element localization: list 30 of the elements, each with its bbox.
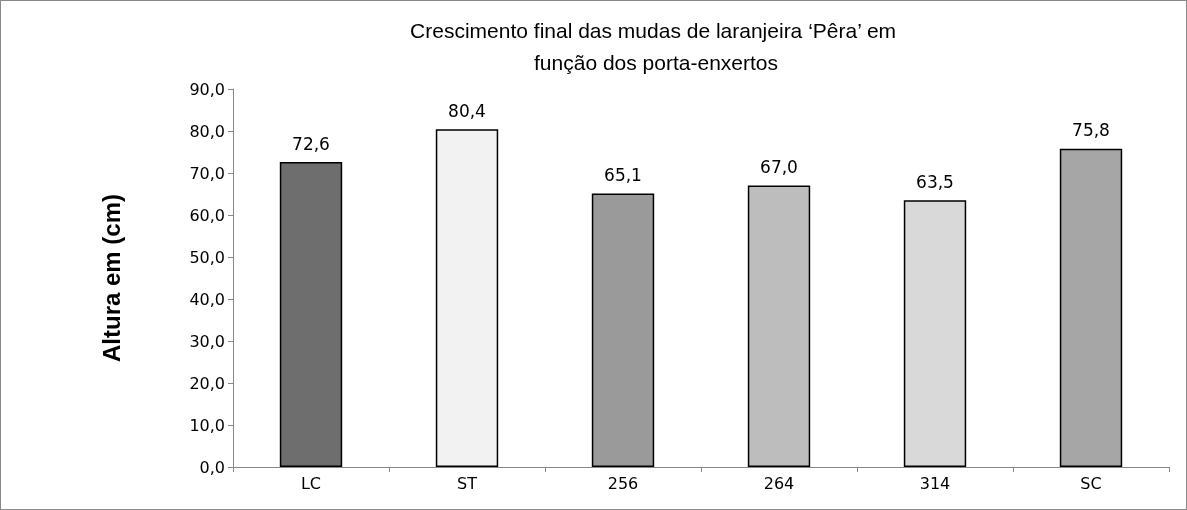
y-tick-label: 10,0 <box>189 415 225 435</box>
x-tick-label: 314 <box>919 473 951 493</box>
bar <box>279 162 343 467</box>
x-tick-label: ST <box>457 473 478 493</box>
y-tick-label: 30,0 <box>189 331 225 351</box>
bar <box>747 185 811 467</box>
y-tick-label: 80,0 <box>189 121 225 141</box>
chart-title: Crescimento final das mudas de laranjeira ‘Pêra’ em função dos porta-enxertos <box>410 18 902 74</box>
data-label: 80,4 <box>448 100 486 121</box>
x-tick-label: LC <box>300 473 322 493</box>
y-tick-label: 70,0 <box>189 163 225 183</box>
data-label: 63,5 <box>916 171 954 192</box>
bar <box>435 129 499 467</box>
data-label: 75,8 <box>1072 120 1110 141</box>
y-tick-label: 0,0 <box>199 457 225 477</box>
x-tick-label: 256 <box>607 473 639 493</box>
y-axis-title: Altura em (cm) <box>97 193 125 363</box>
bar <box>591 193 655 467</box>
bar <box>903 200 967 467</box>
x-tick-label: SC <box>1080 473 1102 493</box>
x-tick-label: 264 <box>763 473 795 493</box>
y-tick-label: 40,0 <box>189 289 225 309</box>
y-tick-label: 60,0 <box>189 205 225 225</box>
y-tick-label: 90,0 <box>189 79 225 99</box>
data-label: 72,6 <box>292 133 330 154</box>
data-label: 65,1 <box>604 165 642 186</box>
y-tick-label: 50,0 <box>189 247 225 267</box>
y-tick-label: 20,0 <box>189 373 225 393</box>
bar <box>1059 148 1123 467</box>
data-label: 67,0 <box>760 157 798 178</box>
